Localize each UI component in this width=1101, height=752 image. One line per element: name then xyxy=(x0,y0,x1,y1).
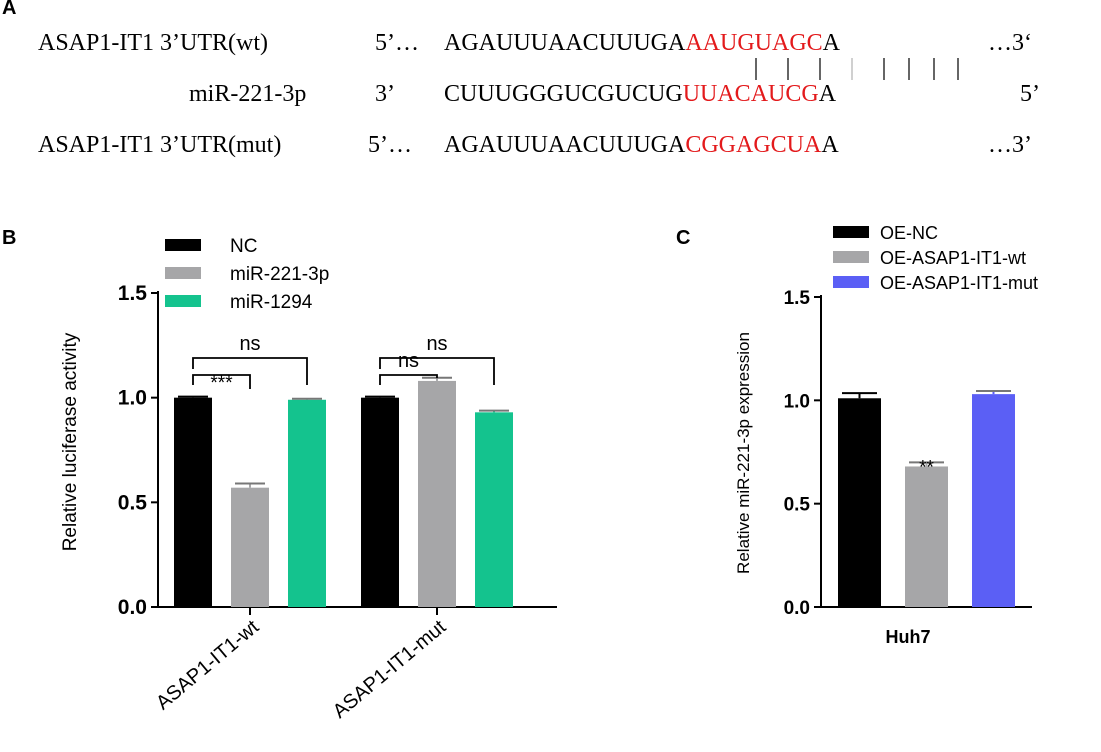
mut-utr-5prime: 5’… xyxy=(368,132,412,158)
wt-utr-5prime: 5’… xyxy=(375,30,419,56)
panel-c-legend-label-oe-nc: OE-NC xyxy=(880,223,938,243)
panel-a: A ASAP1-IT1 3’UTR(wt) 5’… AGAUUUAACUUUGA… xyxy=(2,0,1040,158)
mirna-seq-tail: A xyxy=(819,81,837,107)
panel-c-y-tick-label: 1.5 xyxy=(784,288,811,309)
panel-b-y-tick-label: 0.5 xyxy=(118,491,148,514)
panel-b-legend-swatch-mir-1294 xyxy=(165,295,201,307)
panel-b-legend-swatch-nc xyxy=(165,239,201,251)
panel-c-bar-oe-asap1-it1-wt xyxy=(905,466,948,607)
panel-c-y-tick-label: 1.0 xyxy=(784,391,810,412)
panel-b-significance-bracket xyxy=(379,357,495,385)
panel-c-y-tick-label: 0.5 xyxy=(784,495,811,516)
panel-b-x-tick-label: ASAP1-IT1-mut xyxy=(329,616,451,723)
base-pair-ticks xyxy=(755,58,959,80)
mut-utr-name: ASAP1-IT1 3’UTR(mut) xyxy=(38,132,281,158)
wt-utr-seq-tail: A xyxy=(823,30,841,56)
panel-b-chart: B Relative luciferase activity 0.0 0.5 1.0… xyxy=(2,227,557,723)
wt-utr-seed-site: AAUGUAGC xyxy=(685,30,822,56)
panel-c-y-axis-label: Relative miR-221-3p expression xyxy=(734,332,753,574)
panel-c-legend-label-oe-asap1-it1-mut: OE-ASAP1-IT1-mut xyxy=(880,273,1038,293)
panel-b-bar-mir-221-3p xyxy=(231,487,269,607)
mut-utr-seq-tail: A xyxy=(821,132,839,158)
mirna-seq-black: CUUUGGGUCGUCUG xyxy=(444,81,683,107)
panel-c-significance-label: ** xyxy=(919,457,934,478)
mirna-name: miR-221-3p xyxy=(189,81,306,107)
mirna-sequence: CUUUGGGUCGUCUGUUACAUCGA xyxy=(444,81,837,107)
panel-c-legend-swatch-oe-asap1-it1-mut xyxy=(833,276,869,288)
panel-b-significance-label: ns xyxy=(239,333,260,355)
panel-b-bar-nc xyxy=(361,397,399,607)
wt-utr-sequence: AGAUUUAACUUUGAAAUGUAGCA xyxy=(444,30,841,56)
wt-utr-name: ASAP1-IT1 3’UTR(wt) xyxy=(38,30,268,56)
panel-b-label: B xyxy=(2,227,16,249)
mut-utr-3prime: …3’ xyxy=(988,132,1032,158)
panel-b-y-tick-label: 1.0 xyxy=(118,387,147,410)
panel-c-bar-oe-asap1-it1-mut xyxy=(972,394,1015,607)
panel-b-bar-mir-1294 xyxy=(475,412,513,607)
panel-b-significance-label: ns xyxy=(398,350,419,372)
panel-b-legend-swatch-mir-221-3p xyxy=(165,267,201,279)
panel-c-legend-swatch-oe-asap1-it1-wt xyxy=(833,251,869,263)
panel-c-label: C xyxy=(676,227,690,249)
panel-c-chart: C Relative miR-221-3p expression Huh7 0.… xyxy=(676,223,1038,647)
mirna-seed: UUACAUCG xyxy=(683,81,819,107)
panel-b-significance-bracket xyxy=(379,374,438,385)
mut-utr-seq-black: AGAUUUAACUUUGA xyxy=(444,132,686,158)
panel-b-significance-bracket xyxy=(192,374,251,389)
panel-b-bar-nc xyxy=(174,397,212,607)
panel-c-bar-oe-nc xyxy=(838,398,881,607)
panel-b-y-axis-label: Relative luciferase activity xyxy=(60,332,81,551)
panel-b-legend-label-mir-221-3p: miR-221-3p xyxy=(230,264,329,285)
panel-b-significance-label: *** xyxy=(210,373,233,394)
panel-b-bar-mir-221-3p xyxy=(418,380,456,607)
panel-c-x-axis-label: Huh7 xyxy=(886,627,931,647)
panel-c-legend-swatch-oe-nc xyxy=(833,226,869,238)
mirna-5prime: 5’ xyxy=(1020,81,1040,107)
panel-b-legend-label-nc: NC xyxy=(230,236,257,257)
mirna-3prime: 3’ xyxy=(375,81,395,107)
panel-b-bar-mir-1294 xyxy=(288,399,326,607)
panel-c-y-tick-label: 0.0 xyxy=(784,598,810,619)
panel-c-legend-label-oe-asap1-it1-wt: OE-ASAP1-IT1-wt xyxy=(880,248,1026,268)
mut-utr-mutated-site: CGGAGCUA xyxy=(685,132,822,158)
panel-b-significance-label: ns xyxy=(426,333,447,355)
wt-utr-seq-black: AGAUUUAACUUUGA xyxy=(444,30,686,56)
panel-b-y-tick-label: 0.0 xyxy=(118,596,147,619)
panel-b-legend-label-mir-1294: miR-1294 xyxy=(230,292,313,313)
panel-a-label: A xyxy=(2,0,16,19)
panel-b-y-tick-label: 1.5 xyxy=(118,282,148,305)
mut-utr-sequence: AGAUUUAACUUUGACGGAGCUAA xyxy=(444,132,839,158)
wt-utr-3prime: …3‘ xyxy=(988,30,1032,56)
panel-b-significance-bracket xyxy=(192,357,308,385)
panel-b-x-tick-label: ASAP1-IT1-wt xyxy=(152,616,264,715)
